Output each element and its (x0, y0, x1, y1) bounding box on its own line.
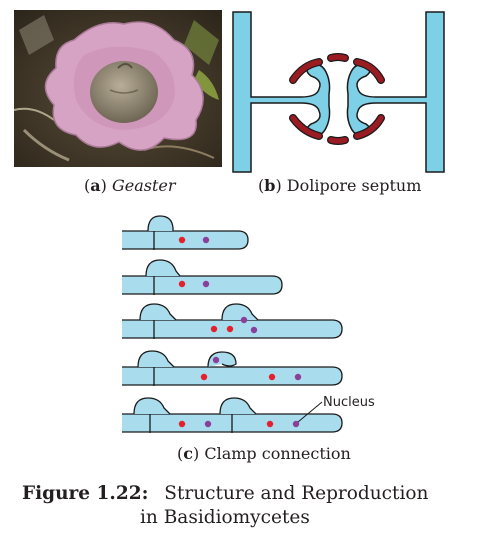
hypha-stage-3 (122, 303, 343, 339)
septum-wall (232, 11, 331, 173)
nucleus-label: Nucleus (323, 395, 375, 410)
figure-caption: Figure 1.22: Structure and Reproduction (22, 482, 472, 506)
figure-number: Figure 1.22: (22, 483, 149, 504)
hypha-stage-1 (122, 215, 249, 250)
parenthesome (290, 54, 384, 144)
figure-title-line1: Structure and Reproduction (164, 483, 429, 504)
hypha-stage-5 (122, 397, 343, 433)
geaster-photo (14, 10, 222, 167)
clamp-connection-diagram (110, 208, 390, 444)
nucleus-pointer (297, 401, 323, 423)
dolipore-septum-diagram (231, 10, 446, 179)
panel-a-caption: (a) Geaster (84, 176, 176, 195)
hypha-stage-4 (122, 350, 343, 386)
figure-title-line2: in Basidiomycetes (140, 507, 310, 528)
panel-b-caption: (b) Dolipore septum (258, 176, 422, 195)
panel-c-caption: (c) Clamp connection (177, 444, 351, 463)
hypha-stage-2 (122, 259, 283, 295)
